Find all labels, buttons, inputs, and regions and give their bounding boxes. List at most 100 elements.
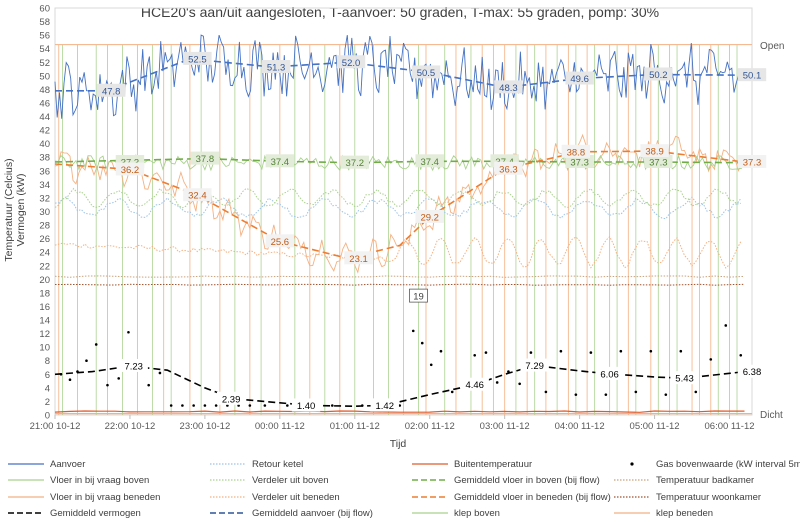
y-tick-label: 14	[39, 316, 50, 327]
temperatuur-badkamer-line	[54, 275, 745, 278]
gas-point	[117, 377, 121, 380]
x-tick-label: 05:00 11-12	[630, 421, 680, 432]
gas-point	[473, 354, 476, 357]
label-woonkamer-text: 19	[413, 292, 424, 303]
label-vermogen-bg	[737, 364, 767, 378]
gas-point	[237, 404, 240, 407]
label-beneden-bg	[344, 251, 373, 265]
label-aanvoer-bg	[644, 67, 673, 81]
y-tick-label: 58	[39, 17, 50, 28]
legend-label: Aanvoer	[50, 459, 85, 470]
label-aanvoer-text: 51.3	[267, 63, 286, 74]
y-tick-label: 28	[39, 221, 50, 232]
label-aanvoer: 50.2	[644, 67, 673, 81]
y-tick-label: 6	[45, 370, 50, 381]
label-vermogen-bg	[291, 398, 321, 412]
label-vermogen: 2.39	[216, 391, 246, 405]
x-tick-label: 23:00 10-12	[180, 421, 231, 432]
legend-swatch	[630, 462, 634, 466]
y-tick-label: 52	[39, 58, 50, 69]
label-beneden-text: 36.3	[499, 164, 518, 175]
label-beneden-bg	[415, 209, 444, 223]
label-beneden: 36.3	[494, 161, 523, 175]
y-tick-label: 2	[45, 397, 50, 408]
label-aanvoer-bg	[261, 60, 291, 74]
label-vermogen: 6.06	[595, 366, 624, 380]
gas-point	[127, 330, 130, 334]
y-tick-label: 54	[39, 44, 50, 55]
gas-point	[450, 390, 454, 394]
label-aanvoer-text: 52.0	[342, 58, 361, 69]
label-aanvoer: 50.1	[737, 68, 767, 82]
legend-item: Gas bovenwaarde (kW interval 5min)	[630, 459, 800, 470]
label-vermogen-bg	[460, 377, 489, 391]
legend-item: Temperatuur badkamer	[614, 475, 754, 486]
label-vermogen-text: 2.39	[222, 394, 241, 405]
y-tick-label: 42	[39, 126, 50, 137]
label-beneden: 29.2	[415, 209, 444, 223]
right-label-dicht: Dicht	[760, 410, 783, 421]
label-aanvoer: 50.5	[411, 65, 441, 79]
label-aanvoer: 51.3	[261, 60, 291, 74]
label-vermogen-bg	[370, 398, 399, 412]
gas-point	[192, 404, 195, 407]
label-woonkamer: 19	[409, 288, 428, 303]
gas-point	[76, 370, 79, 373]
legend-item: Vloer in bij vraag boven	[8, 475, 149, 486]
y-tick-label: 26	[39, 234, 50, 245]
label-vermogen-bg	[595, 366, 624, 380]
x-tick-label: 00:00 11-12	[255, 421, 305, 432]
label-aanvoer-bg	[737, 68, 767, 82]
label-boven-bg	[265, 154, 295, 168]
legend-item: Aanvoer	[8, 459, 85, 470]
label-aanvoer: 47.8	[97, 83, 126, 97]
gas-point	[518, 382, 521, 386]
label-vermogen-text: 1.40	[297, 401, 316, 412]
gas-point	[59, 373, 63, 376]
gas-point	[724, 324, 728, 327]
x-tick-label: 06:00 11-12	[705, 421, 755, 432]
legend-label: Temperatuur badkamer	[656, 475, 754, 486]
y-tick-label: 48	[39, 85, 50, 96]
gas-point	[286, 404, 289, 407]
verdeler-uit-beneden-line	[54, 235, 742, 269]
label-beneden-text: 37.3	[743, 157, 762, 168]
gas-point	[495, 381, 499, 384]
legend-label: Vloer in bij vraag boven	[50, 475, 149, 486]
label-aanvoer-text: 49.6	[570, 74, 589, 85]
legend-label: Temperatuur woonkamer	[656, 492, 761, 503]
x-axis-title: Tijd	[390, 438, 407, 450]
label-boven-bg	[415, 154, 444, 168]
label-beneden-text: 25.6	[271, 237, 290, 248]
label-boven: 37.8	[190, 151, 220, 165]
label-boven-bg	[190, 151, 220, 165]
legend-item: Temperatuur woonkamer	[614, 492, 761, 503]
verdeler-uit-boven-line	[54, 187, 741, 209]
label-beneden: 23.1	[344, 251, 373, 265]
label-beneden-bg	[183, 188, 212, 202]
y-tick-label: 38	[39, 153, 50, 164]
label-vermogen-bg	[216, 391, 246, 405]
label-vermogen-bg	[670, 371, 699, 385]
legend-label: Vloer in bij vraag beneden	[50, 492, 160, 503]
label-vermogen-text: 5.43	[675, 374, 694, 385]
label-aanvoer-text: 50.1	[743, 71, 762, 82]
x-tick-label: 02:00 11-12	[405, 421, 455, 432]
y-tick-label: 46	[39, 98, 50, 109]
gas-point	[263, 404, 267, 407]
label-vermogen-bg	[119, 358, 148, 372]
label-beneden: 38.9	[640, 144, 669, 158]
gas-point	[544, 390, 548, 394]
plot-area: 37.337.837.437.237.437.437.337.347.852.5…	[54, 7, 767, 416]
label-boven: 37.4	[415, 154, 444, 168]
gas-point	[169, 404, 173, 407]
label-boven-bg	[565, 154, 594, 168]
label-beneden-text: 23.1	[349, 254, 368, 265]
legend-item: klep beneden	[614, 508, 713, 519]
y-tick-label: 30	[39, 207, 50, 218]
label-boven-bg	[644, 154, 673, 168]
gas-point	[439, 349, 443, 353]
right-label-open: Open	[760, 41, 784, 52]
y-tick-label: 10	[39, 343, 50, 354]
gas-point	[94, 343, 98, 346]
